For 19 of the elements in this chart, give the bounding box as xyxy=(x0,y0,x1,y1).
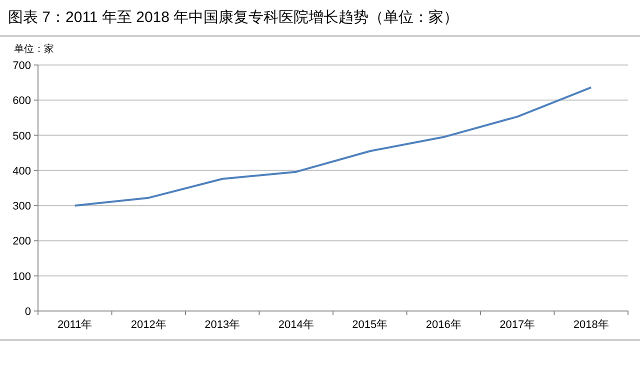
y-tick-label: 200 xyxy=(12,236,31,248)
x-tick-label: 2018年 xyxy=(573,319,609,331)
y-axis-title: 单位：家 xyxy=(14,43,54,55)
chart-title: 图表 7：2011 年至 2018 年中国康复专科医院增长趋势（单位：家） xyxy=(8,9,459,26)
y-tick-label: 400 xyxy=(12,165,31,178)
x-tick-label: 2013年 xyxy=(204,319,240,331)
line-series xyxy=(74,86,592,207)
x-tick-label: 2014年 xyxy=(278,319,314,331)
x-tick-label: 2016年 xyxy=(426,319,462,331)
y-tick-label: 600 xyxy=(12,95,31,108)
x-tick-label: 2017年 xyxy=(500,319,536,331)
x-tick-label: 2011年 xyxy=(58,319,92,331)
y-tick-label: 300 xyxy=(12,200,31,213)
y-tick-label: 0 xyxy=(24,306,31,318)
y-tick-label: 700 xyxy=(12,60,31,72)
x-tick-label: 2012年 xyxy=(130,319,166,331)
y-tick-label: 100 xyxy=(12,270,31,283)
x-tick-label: 2015年 xyxy=(352,319,388,331)
y-tick-label: 500 xyxy=(12,130,31,142)
